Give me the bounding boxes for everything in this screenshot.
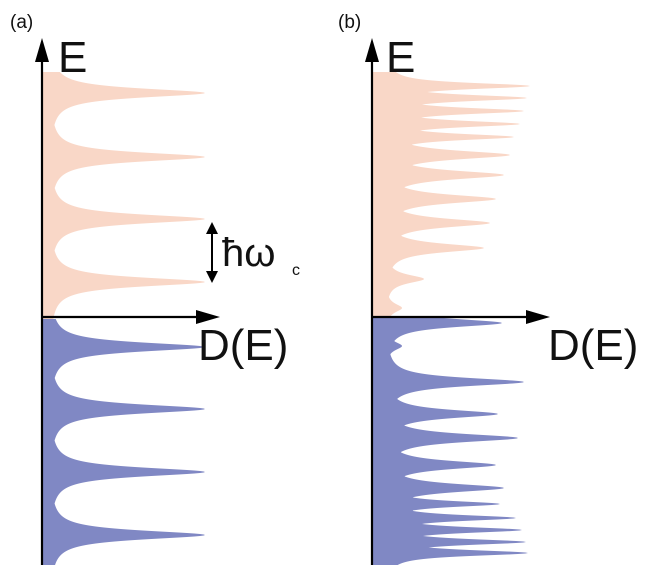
hole-dos-fill <box>42 319 205 565</box>
hbar-omega-label: ħω <box>222 231 275 275</box>
dos-axis-arrowhead <box>526 310 550 324</box>
panel-a: (a) E D(E) ħω c <box>10 12 300 565</box>
panel-b: (b) E D(E) <box>338 12 638 565</box>
panel-a-electron-dos <box>42 72 205 319</box>
dos-axis-label: D(E) <box>198 321 288 370</box>
spacing-arrowhead-up <box>206 222 218 234</box>
dos-axis-arrowhead <box>196 310 220 324</box>
hole-dos-fill <box>372 317 528 565</box>
panel-a-label: (a) <box>10 12 33 33</box>
energy-axis-label: E <box>58 33 87 82</box>
electron-dos-fill <box>42 72 205 319</box>
landau-spacing-annotation: ħω c <box>206 222 300 283</box>
panel-b-hole-dos <box>372 317 528 565</box>
panel-b-electron-dos <box>372 72 530 317</box>
energy-axis-label: E <box>386 33 415 82</box>
energy-axis-arrowhead <box>35 38 49 62</box>
energy-axis-arrowhead <box>365 38 379 62</box>
omega-subscript: c <box>292 262 300 279</box>
panel-a-hole-dos <box>42 319 205 565</box>
spacing-arrowhead-down <box>206 271 218 283</box>
dos-axis-label: D(E) <box>548 321 638 370</box>
electron-dos-fill <box>372 72 530 317</box>
panel-b-label: (b) <box>338 12 361 33</box>
